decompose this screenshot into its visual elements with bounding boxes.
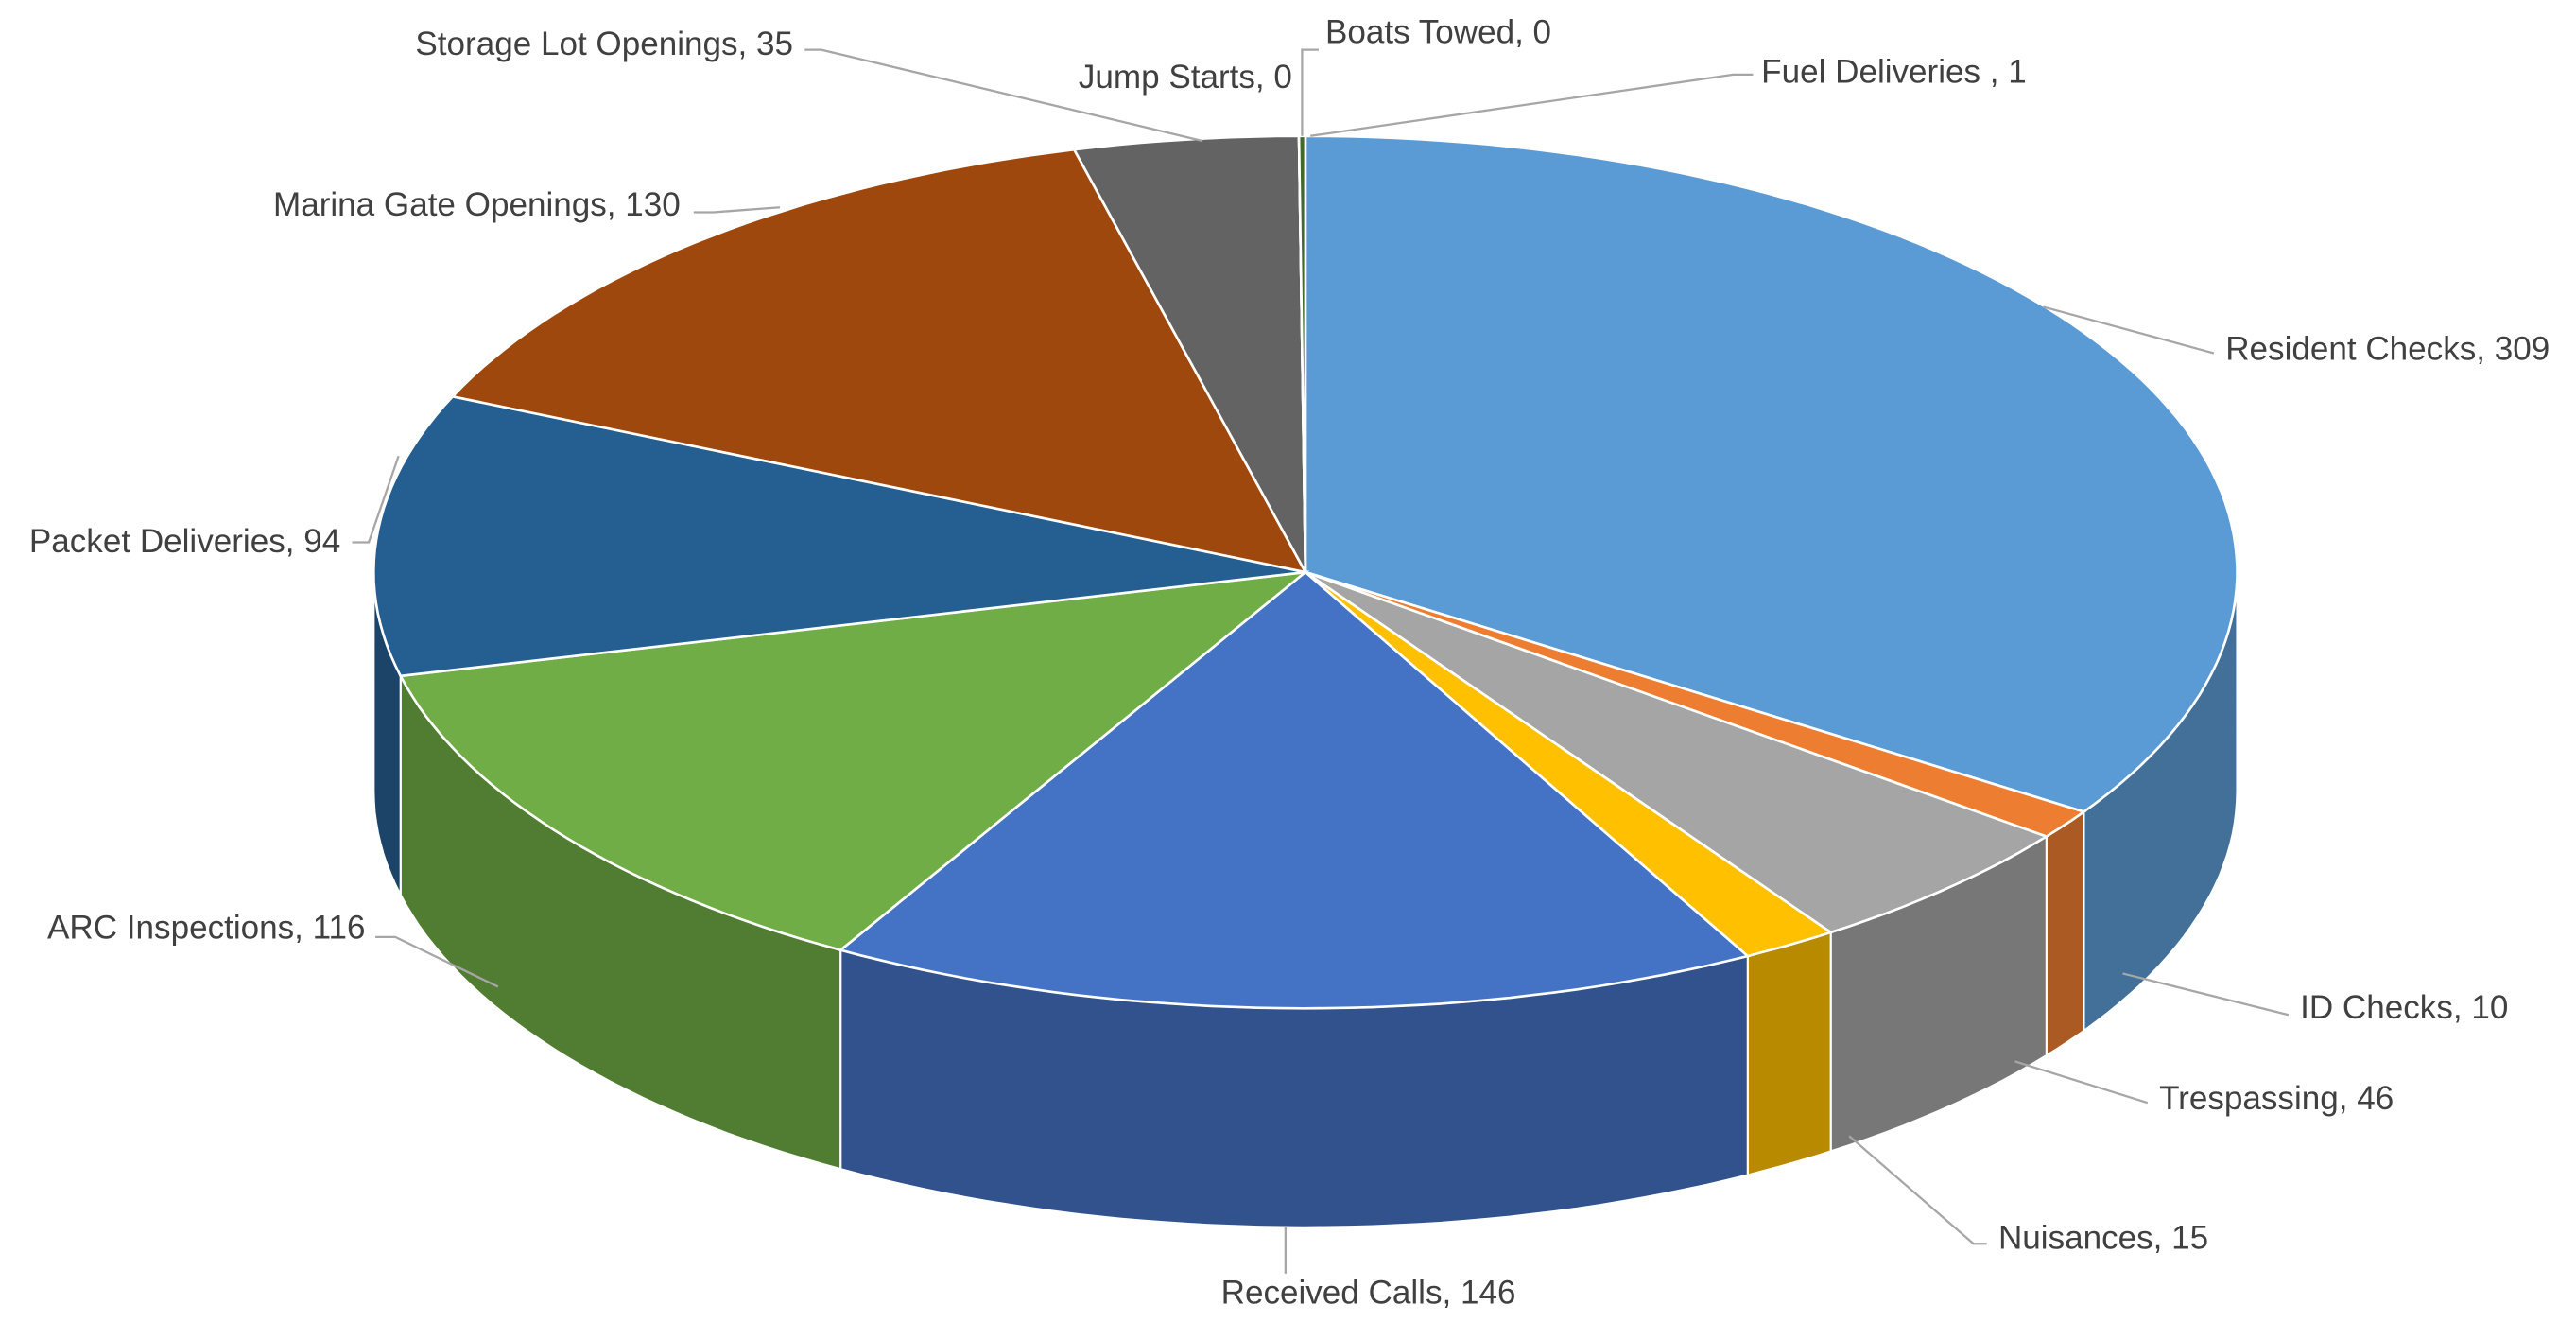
- data-label-arc-inspections: ARC Inspections, 116: [47, 910, 366, 947]
- pie-side-nuisances: [1746, 931, 1832, 1176]
- data-label-storage-lot-openings: Storage Lot Openings, 35: [415, 26, 793, 62]
- pie-sides: [372, 571, 2239, 1228]
- data-label-resident-checks: Resident Checks, 309: [2225, 331, 2550, 368]
- leader-line-storage-lot: [804, 48, 1203, 143]
- leader-line-marina-gate: [693, 206, 781, 214]
- data-label-received-calls: Received Calls, 146: [1221, 1274, 1516, 1311]
- data-label-nuisances: Nuisances, 15: [1998, 1220, 2208, 1257]
- leader-line-resident-checks: [2043, 305, 2215, 355]
- pie-slice-nuisances: [1305, 570, 1834, 958]
- leader-line-trespassing: [2014, 1060, 2149, 1105]
- leader-line-packet-deliveries: [352, 455, 400, 544]
- pie-slice-marina-gate-openings: [450, 148, 1308, 574]
- pie-slice-trespassing: [1305, 570, 2049, 934]
- leader-lines: [352, 48, 2290, 1274]
- leader-line-id-checks: [2122, 972, 2290, 1017]
- pie-slice-arc-inspections: [398, 570, 1310, 952]
- data-label-marina-gate-openings: Marina Gate Openings, 130: [273, 186, 681, 223]
- data-label-trespassing: Trespassing, 46: [2159, 1080, 2394, 1117]
- leader-line-boats-towed: [1301, 48, 1319, 136]
- pie-tops: [372, 134, 2239, 1010]
- pie-slice-storage-lot-openings: [1072, 134, 1307, 573]
- leader-line-fuel-deliveries: [1310, 73, 1754, 137]
- data-label-jump-starts: Jump Starts, 0: [1079, 59, 1292, 96]
- leader-line-nuisances: [1848, 1135, 1987, 1245]
- pie-side-id-checks: [2045, 809, 2085, 1057]
- data-label-fuel-deliveries: Fuel Deliveries , 1: [1761, 54, 2027, 91]
- leader-line-arc-inspections: [375, 935, 499, 988]
- data-label-packet-deliveries: Packet Deliveries, 94: [29, 523, 340, 560]
- data-labels: Resident Checks, 309 ID Checks, 10 Tresp…: [29, 14, 2550, 1312]
- data-label-id-checks: ID Checks, 10: [2300, 989, 2508, 1026]
- pie-slice-received-calls: [838, 570, 1751, 1010]
- pie-slice-packet-deliveries: [372, 394, 1306, 678]
- data-label-boats-towed: Boats Towed, 0: [1325, 14, 1551, 51]
